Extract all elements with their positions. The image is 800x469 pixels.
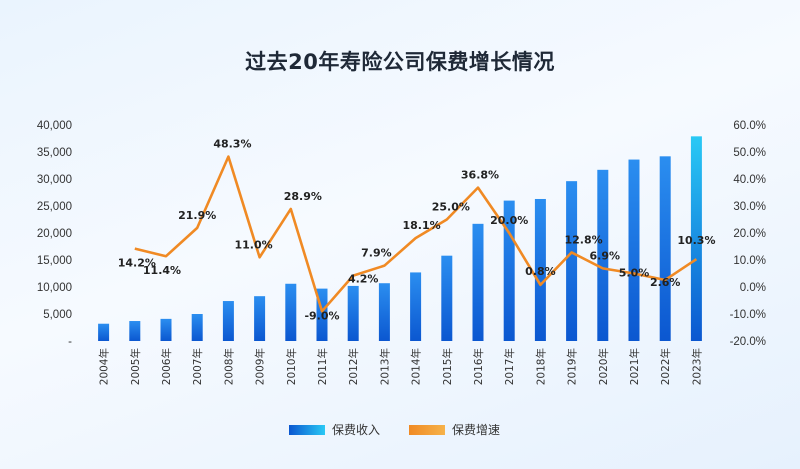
bar [129, 321, 141, 341]
x-tick-label: 2018年 [534, 348, 547, 385]
growth-data-label: 12.8% [565, 233, 603, 246]
growth-data-label: 2.6% [650, 276, 681, 289]
bar [316, 288, 328, 341]
x-tick-label: 2008年 [222, 348, 235, 385]
y-right-tick-label: 0.0% [740, 282, 766, 294]
x-tick-label: 2011年 [316, 348, 329, 385]
legend-label-bar: 保费收入 [332, 423, 380, 437]
y-left-tick-label: 40,000 [37, 120, 72, 132]
growth-data-label: 6.9% [590, 249, 621, 262]
y-left-tick-label: 20,000 [37, 228, 72, 240]
x-tick-label: 2012年 [347, 348, 360, 385]
bar [378, 283, 390, 341]
y-left-tick-label: 15,000 [37, 255, 72, 267]
bar [503, 200, 515, 341]
line-series [134, 155, 698, 313]
growth-data-label: 0.8% [525, 265, 556, 278]
bar [566, 181, 578, 341]
growth-data-label: 36.8% [461, 169, 499, 182]
x-tick-label: 2006年 [160, 348, 173, 385]
bar [254, 296, 266, 341]
bar-series [98, 136, 702, 341]
x-tick-label: 2014年 [410, 348, 423, 385]
x-axis: 2004年 2005年 2006年 2007年 2008年 2009年 2010年 2011年… [98, 348, 704, 385]
y-right-tick-label: 10.0% [733, 255, 766, 267]
x-tick-label: 2020年 [597, 348, 610, 385]
bar [534, 198, 546, 341]
y-right-tick-label: 50.0% [733, 147, 766, 159]
bar [222, 301, 234, 341]
y-left-tick-label: - [68, 336, 72, 348]
chart-title: 过去20年寿险公司保费增长情况 [245, 50, 555, 74]
bar [441, 255, 453, 341]
bar [160, 318, 172, 341]
bar [472, 223, 484, 341]
y-axis-left: - 5,000 10,000 15,000 20,000 25,000 30,000 35,0… [37, 120, 72, 348]
growth-line [134, 155, 698, 313]
y-right-tick-label: 20.0% [733, 228, 766, 240]
x-tick-label: 2004年 [98, 348, 111, 385]
x-tick-label: 2013年 [378, 348, 391, 385]
growth-data-label: -9.0% [304, 309, 339, 322]
y-right-tick-label: 30.0% [733, 201, 766, 213]
legend-swatch-line [409, 425, 445, 435]
growth-data-label: 18.1% [403, 219, 441, 232]
bar [597, 169, 609, 341]
y-right-tick-label: 40.0% [733, 174, 766, 186]
bar [628, 159, 640, 341]
growth-data-label: 5.0% [619, 267, 650, 280]
y-left-tick-label: 30,000 [37, 174, 72, 186]
legend-label-line: 保费增速 [452, 423, 500, 437]
y-left-tick-label: 5,000 [43, 309, 72, 321]
x-tick-label: 2005年 [129, 348, 142, 385]
growth-data-label: 14.2% [118, 257, 156, 270]
growth-data-label: 10.3% [677, 234, 715, 247]
growth-data-label: 20.0% [490, 214, 528, 227]
legend-swatch-bar [289, 425, 325, 435]
x-tick-label: 2023年 [690, 348, 703, 385]
x-tick-label: 2022年 [659, 348, 672, 385]
bar [410, 272, 422, 341]
bar [191, 314, 203, 341]
x-tick-label: 2009年 [254, 348, 267, 385]
y-right-tick-label: 60.0% [733, 120, 766, 132]
growth-data-label: 48.3% [213, 138, 251, 151]
bar [285, 283, 297, 341]
y-right-tick-label: -20.0% [730, 336, 766, 348]
growth-data-label: 7.9% [361, 247, 392, 260]
y-axis-right: -20.0% -10.0% 0.0% 10.0% 20.0% 30.0% 40.0% 50.0… [730, 120, 766, 348]
growth-data-label: 11.4% [143, 264, 181, 277]
y-left-tick-label: 35,000 [37, 147, 72, 159]
x-tick-label: 2019年 [566, 348, 579, 385]
growth-data-label: 4.2% [348, 273, 379, 286]
x-tick-label: 2021年 [628, 348, 641, 385]
x-tick-label: 2007年 [191, 348, 204, 385]
x-tick-label: 2010年 [285, 348, 298, 385]
y-right-tick-label: -10.0% [730, 309, 766, 321]
bar [690, 136, 702, 341]
x-tick-label: 2016年 [472, 348, 485, 385]
y-left-tick-label: 25,000 [37, 201, 72, 213]
growth-data-label: 21.9% [178, 209, 216, 222]
growth-data-label: 28.9% [284, 190, 322, 203]
x-tick-label: 2017年 [503, 348, 516, 385]
x-tick-label: 2015年 [441, 348, 454, 385]
legend: 保费收入 保费增速 [289, 423, 500, 437]
growth-data-label: 11.0% [235, 238, 273, 251]
growth-data-label: 25.0% [432, 201, 470, 214]
bar [659, 156, 671, 341]
bar [98, 323, 110, 341]
data-labels: 14.2%11.4% 21.9% 48.3% 11.0% 28.9% -9.0% 4.2% 7… [118, 138, 716, 323]
y-left-tick-label: 10,000 [37, 282, 72, 294]
bar [347, 285, 359, 341]
